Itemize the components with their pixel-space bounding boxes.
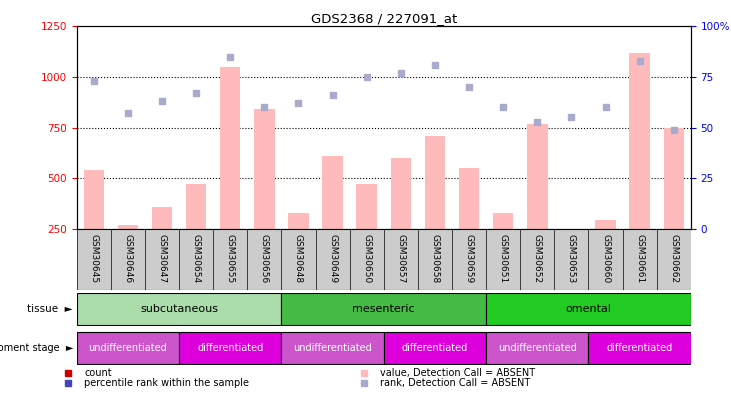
Title: GDS2368 / 227091_at: GDS2368 / 227091_at <box>311 12 457 25</box>
Text: GSM30660: GSM30660 <box>601 234 610 283</box>
Bar <box>588 332 691 364</box>
Bar <box>664 128 684 229</box>
Bar <box>486 332 588 364</box>
Point <box>395 70 406 76</box>
Point <box>190 90 202 96</box>
Point <box>88 78 99 84</box>
Text: GSM30646: GSM30646 <box>124 234 132 283</box>
Point <box>292 100 304 107</box>
Text: undifferentiated: undifferentiated <box>498 343 577 353</box>
Text: omental: omental <box>566 305 611 314</box>
Bar <box>486 294 691 325</box>
Bar <box>281 332 384 364</box>
Text: undifferentiated: undifferentiated <box>88 343 167 353</box>
Point <box>531 118 543 125</box>
Point <box>599 104 611 111</box>
Point <box>497 104 509 111</box>
Text: GSM30647: GSM30647 <box>158 234 167 283</box>
Text: differentiated: differentiated <box>607 343 673 353</box>
Text: rank, Detection Call = ABSENT: rank, Detection Call = ABSENT <box>379 378 530 388</box>
Text: development stage  ►: development stage ► <box>0 343 73 353</box>
Text: GSM30650: GSM30650 <box>363 234 371 283</box>
Bar <box>186 184 206 229</box>
Text: undifferentiated: undifferentiated <box>293 343 372 353</box>
Point <box>463 84 475 90</box>
Text: tissue  ►: tissue ► <box>28 305 73 314</box>
Bar <box>384 332 486 364</box>
Text: GSM30662: GSM30662 <box>670 234 678 283</box>
Bar <box>629 53 650 229</box>
Text: GSM30661: GSM30661 <box>635 234 644 283</box>
Bar <box>220 67 240 229</box>
Bar <box>322 156 343 229</box>
Text: subcutaneous: subcutaneous <box>140 305 218 314</box>
Point <box>429 62 441 68</box>
Text: count: count <box>84 368 112 378</box>
Text: GSM30656: GSM30656 <box>260 234 269 283</box>
Bar <box>493 213 513 229</box>
Bar <box>77 332 179 364</box>
Point <box>566 114 577 121</box>
Point <box>668 126 680 133</box>
Bar <box>281 294 486 325</box>
Text: GSM30658: GSM30658 <box>431 234 439 283</box>
Bar <box>595 220 616 229</box>
Bar <box>425 136 445 229</box>
Bar <box>254 109 275 229</box>
Text: mesenteric: mesenteric <box>352 305 415 314</box>
Text: GSM30651: GSM30651 <box>499 234 507 283</box>
Text: differentiated: differentiated <box>402 343 468 353</box>
Text: GSM30648: GSM30648 <box>294 234 303 283</box>
Bar <box>152 207 173 229</box>
Bar <box>77 294 281 325</box>
Text: GSM30659: GSM30659 <box>465 234 474 283</box>
Bar <box>179 332 281 364</box>
Bar <box>288 213 308 229</box>
Bar <box>561 229 582 241</box>
Text: GSM30645: GSM30645 <box>89 234 98 283</box>
Text: differentiated: differentiated <box>197 343 263 353</box>
Point <box>327 92 338 98</box>
Text: percentile rank within the sample: percentile rank within the sample <box>84 378 249 388</box>
Bar <box>527 124 548 229</box>
Text: value, Detection Call = ABSENT: value, Detection Call = ABSENT <box>379 368 535 378</box>
Text: GSM30652: GSM30652 <box>533 234 542 283</box>
Bar <box>390 158 411 229</box>
Text: GSM30657: GSM30657 <box>396 234 405 283</box>
Point <box>224 53 236 60</box>
Text: GSM30653: GSM30653 <box>567 234 576 283</box>
Bar <box>83 170 104 229</box>
Point <box>156 98 168 104</box>
Bar <box>459 168 480 229</box>
Text: GSM30655: GSM30655 <box>226 234 235 283</box>
Bar <box>357 184 377 229</box>
Point <box>634 58 645 64</box>
Point <box>361 74 373 80</box>
Text: GSM30649: GSM30649 <box>328 234 337 283</box>
Text: GSM30654: GSM30654 <box>192 234 200 283</box>
Point <box>259 104 270 111</box>
Bar <box>118 225 138 229</box>
Point <box>122 110 134 117</box>
